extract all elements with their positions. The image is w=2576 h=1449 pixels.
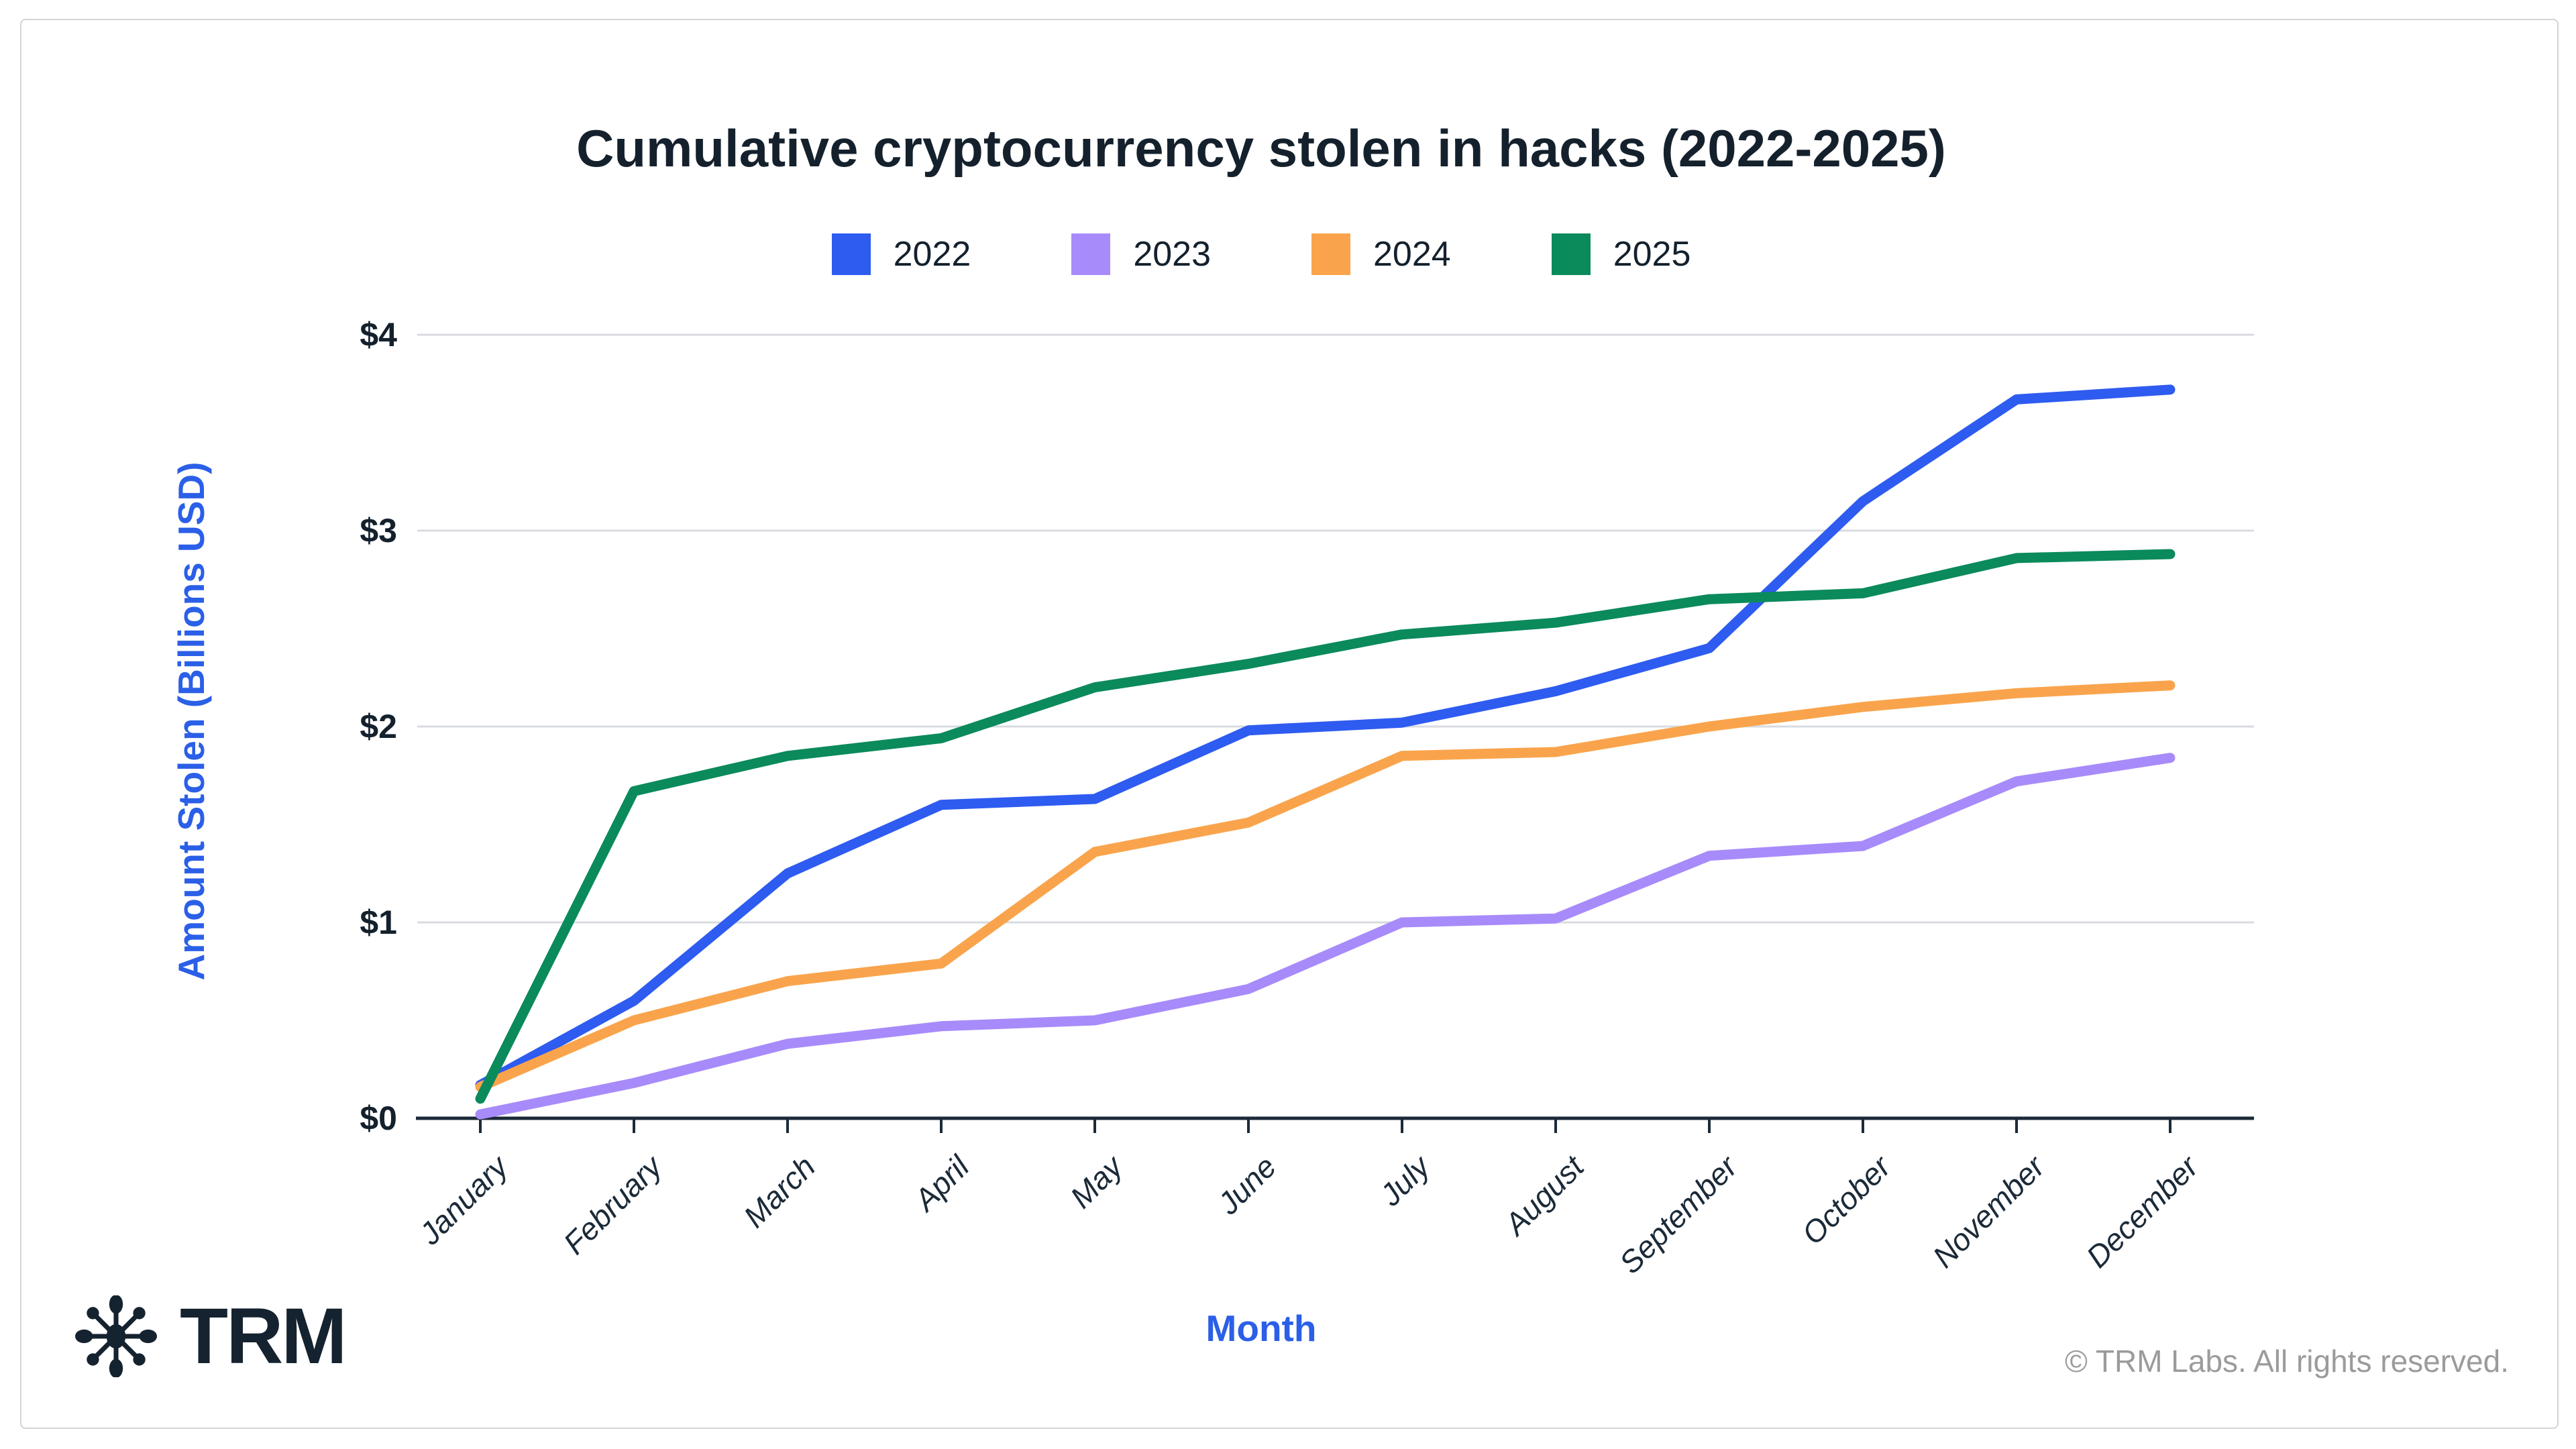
series-line-2025 bbox=[475, 549, 2176, 1104]
legend-item-2025: 2025 bbox=[1551, 233, 1691, 275]
legend: 2022 2023 2024 2025 bbox=[0, 233, 2522, 275]
legend-swatch-2024 bbox=[1311, 233, 1350, 275]
trm-logo: TRM bbox=[75, 1289, 347, 1383]
x-axis-title: Month bbox=[1205, 1307, 1317, 1349]
legend-swatch-2023 bbox=[1071, 233, 1111, 275]
y-tick-label-$2: $2 bbox=[360, 708, 397, 745]
series-line-2024 bbox=[475, 680, 2176, 1092]
y-tick-label-$1: $1 bbox=[360, 904, 397, 941]
trm-logo-text: TRM bbox=[180, 1292, 347, 1381]
y-tick-label-$3: $3 bbox=[360, 512, 397, 549]
legend-item-2024: 2024 bbox=[1311, 233, 1451, 275]
trm-logo-icon bbox=[75, 1295, 157, 1377]
legend-label-2022: 2022 bbox=[893, 235, 971, 274]
legend-label-2025: 2025 bbox=[1613, 235, 1691, 274]
legend-swatch-2025 bbox=[1551, 233, 1591, 275]
legend-item-2023: 2023 bbox=[1071, 233, 1211, 275]
y-axis-title: Amount Stolen (Billions USD) bbox=[170, 462, 212, 981]
legend-label-2023: 2023 bbox=[1133, 235, 1211, 274]
legend-item-2022: 2022 bbox=[831, 233, 971, 275]
y-tick-label-$4: $4 bbox=[360, 316, 397, 354]
legend-swatch-2022 bbox=[831, 233, 871, 275]
chart-title: Cumulative cryptocurrency stolen in hack… bbox=[576, 119, 1946, 178]
series-line-2022 bbox=[475, 384, 2176, 1090]
copyright-text: © TRM Labs. All rights reserved. bbox=[2065, 1344, 2509, 1379]
legend-label-2024: 2024 bbox=[1373, 235, 1451, 274]
y-tick-label-$0: $0 bbox=[360, 1099, 397, 1137]
series-line-2023 bbox=[475, 753, 2176, 1120]
